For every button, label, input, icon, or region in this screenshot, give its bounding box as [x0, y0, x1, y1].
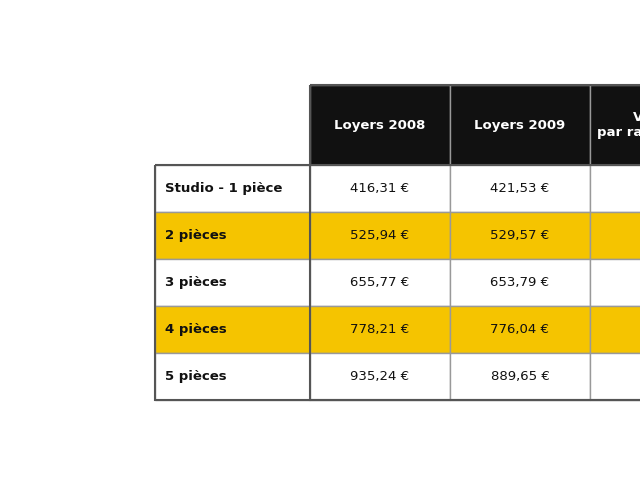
- Text: Studio - 1 pièce: Studio - 1 pièce: [165, 182, 282, 195]
- Text: 3 pièces: 3 pièces: [165, 276, 227, 289]
- Bar: [155, 85, 310, 165]
- Bar: [155, 353, 310, 400]
- Text: 935,24 €: 935,24 €: [351, 370, 410, 383]
- Text: 529,57 €: 529,57 €: [490, 229, 550, 242]
- Text: 778,21 €: 778,21 €: [350, 323, 410, 336]
- Bar: [310, 85, 640, 400]
- Bar: [590, 259, 640, 306]
- Text: 653,79 €: 653,79 €: [490, 276, 550, 289]
- Text: Loyers 2008: Loyers 2008: [334, 119, 426, 132]
- Bar: [155, 165, 310, 212]
- Bar: [590, 212, 640, 259]
- Text: Loyers 2009: Loyers 2009: [474, 119, 566, 132]
- Text: 4 pièces: 4 pièces: [165, 323, 227, 336]
- Text: 776,04 €: 776,04 €: [490, 323, 550, 336]
- Bar: [310, 353, 450, 400]
- Text: Variation
par rapport à 2008: Variation par rapport à 2008: [596, 111, 640, 139]
- Text: 2 pièces: 2 pièces: [165, 229, 227, 242]
- Bar: [155, 306, 310, 353]
- Bar: [450, 85, 590, 165]
- Text: 421,53 €: 421,53 €: [490, 182, 550, 195]
- Bar: [450, 259, 590, 306]
- Bar: [310, 306, 450, 353]
- Bar: [590, 165, 640, 212]
- Bar: [450, 212, 590, 259]
- Text: 655,77 €: 655,77 €: [350, 276, 410, 289]
- Bar: [590, 306, 640, 353]
- Text: 525,94 €: 525,94 €: [351, 229, 410, 242]
- Bar: [155, 259, 310, 306]
- Bar: [310, 85, 450, 165]
- Bar: [590, 353, 640, 400]
- Bar: [450, 353, 590, 400]
- Bar: [310, 165, 450, 212]
- Text: 5 pièces: 5 pièces: [165, 370, 227, 383]
- Bar: [590, 85, 640, 165]
- Bar: [310, 212, 450, 259]
- Text: 889,65 €: 889,65 €: [491, 370, 549, 383]
- Text: 416,31 €: 416,31 €: [351, 182, 410, 195]
- Bar: [155, 165, 640, 400]
- Bar: [310, 259, 450, 306]
- Bar: [155, 212, 310, 259]
- Bar: [450, 165, 590, 212]
- Bar: [450, 306, 590, 353]
